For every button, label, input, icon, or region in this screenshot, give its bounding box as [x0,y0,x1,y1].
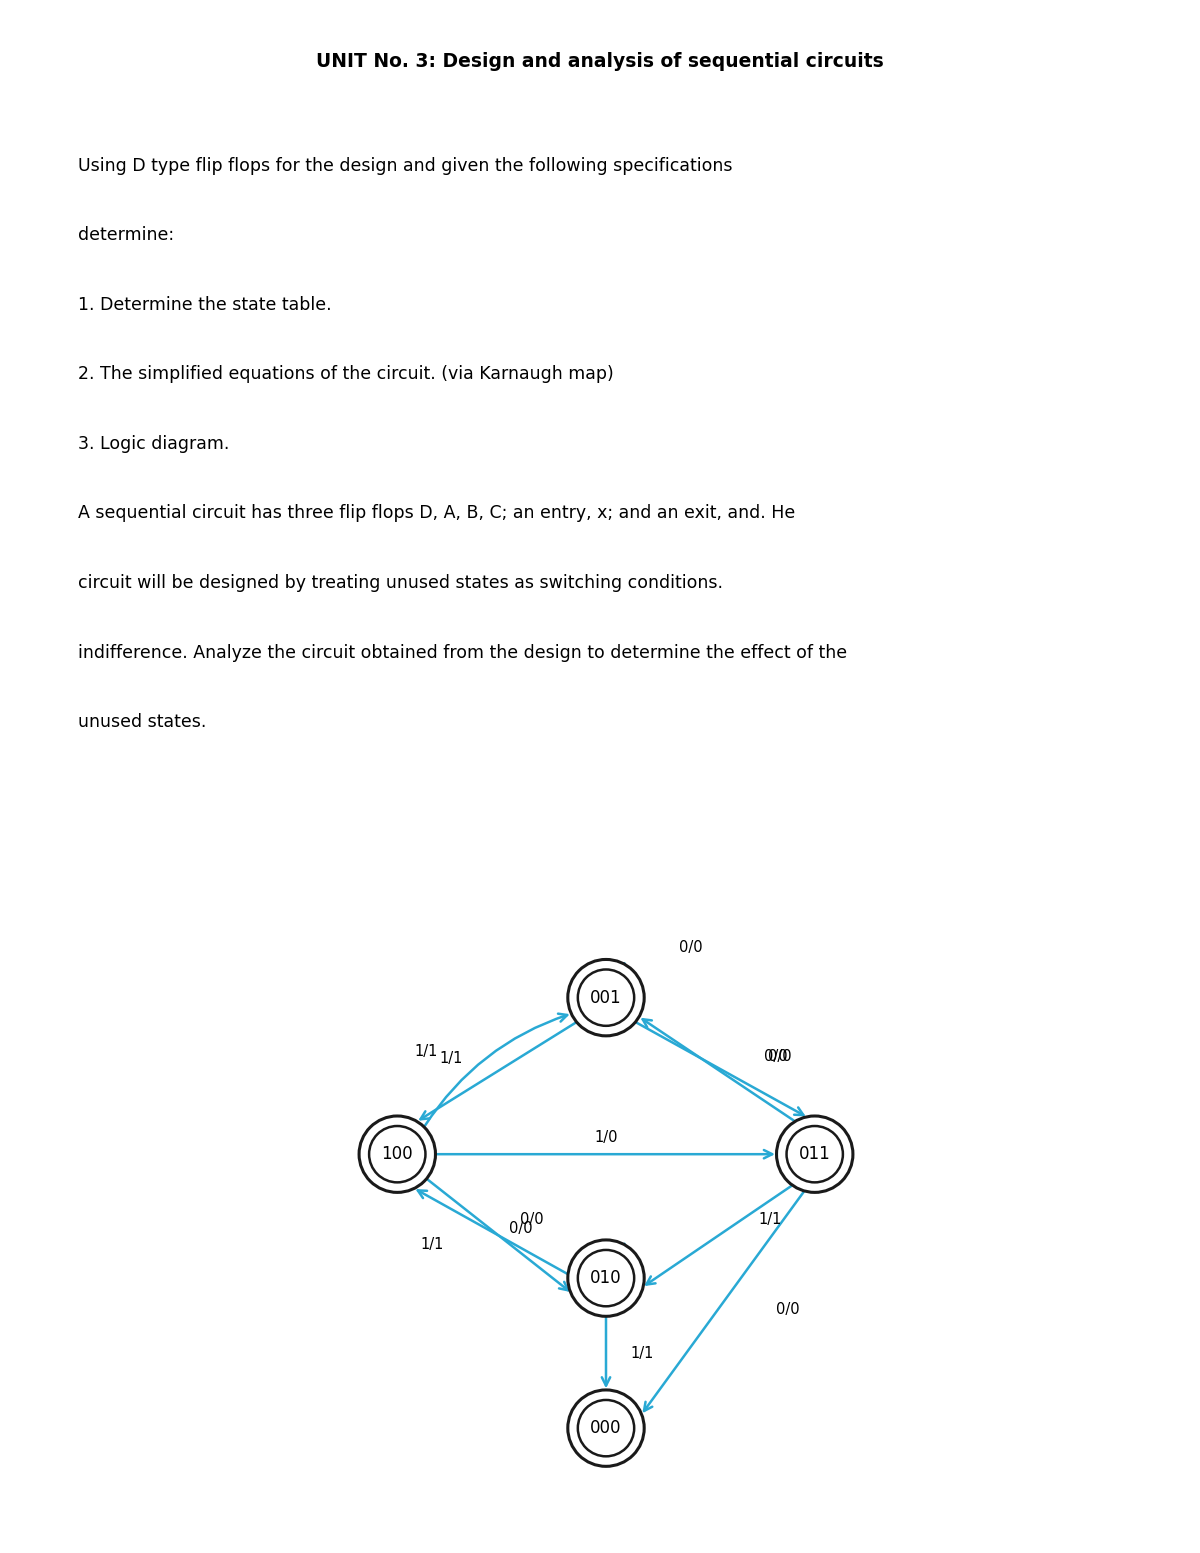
Circle shape [578,1399,634,1457]
Text: A sequential circuit has three flip flops D, A, B, C; an entry, x; and an exit, : A sequential circuit has three flip flop… [78,505,796,522]
Circle shape [568,960,644,1036]
Text: 1/1: 1/1 [421,1236,444,1252]
Circle shape [786,1126,842,1182]
Circle shape [568,1390,644,1466]
Text: UNIT No. 3: Design and analysis of sequential circuits: UNIT No. 3: Design and analysis of seque… [316,53,884,71]
Text: indifference. Analyze the circuit obtained from the design to determine the effe: indifference. Analyze the circuit obtain… [78,643,847,662]
Text: 1/1: 1/1 [439,1051,463,1067]
Text: 010: 010 [590,1269,622,1287]
Circle shape [359,1117,436,1193]
Text: 0/0: 0/0 [509,1221,533,1236]
Text: 000: 000 [590,1419,622,1437]
Circle shape [370,1126,426,1182]
Text: 1/1: 1/1 [630,1345,654,1360]
Text: 001: 001 [590,989,622,1006]
Text: 1/1: 1/1 [414,1044,438,1059]
Text: 1/0: 1/0 [594,1131,618,1146]
Circle shape [578,1250,634,1306]
Text: determine:: determine: [78,227,174,244]
Text: 1. Determine the state table.: 1. Determine the state table. [78,295,331,314]
Text: 0/0: 0/0 [764,1048,787,1064]
Text: 100: 100 [382,1145,413,1163]
Circle shape [578,969,634,1027]
Circle shape [776,1117,853,1193]
Text: 3. Logic diagram.: 3. Logic diagram. [78,435,229,453]
Text: 2. The simplified equations of the circuit. (via Karnaugh map): 2. The simplified equations of the circu… [78,365,613,384]
Text: 0/0: 0/0 [679,940,703,955]
Text: unused states.: unused states. [78,713,206,731]
Text: 0/0: 0/0 [768,1050,792,1064]
Text: 1/1: 1/1 [758,1213,781,1227]
Text: Using D type flip flops for the design and given the following specifications: Using D type flip flops for the design a… [78,157,732,174]
Text: 011: 011 [799,1145,830,1163]
Text: 0/0: 0/0 [776,1301,800,1317]
Text: circuit will be designed by treating unused states as switching conditions.: circuit will be designed by treating unu… [78,575,722,592]
Circle shape [568,1239,644,1317]
Text: 0/0: 0/0 [520,1211,544,1227]
